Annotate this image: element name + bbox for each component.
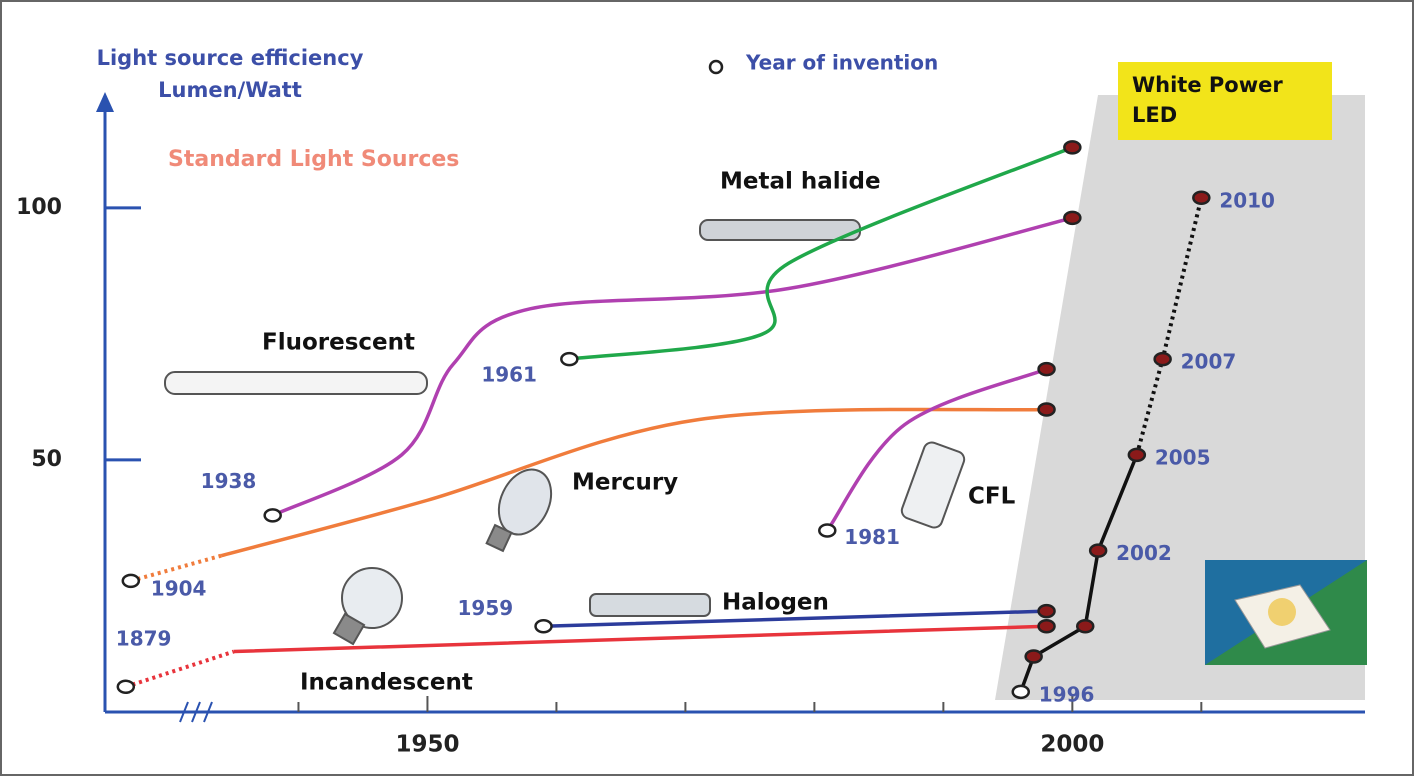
point-marker xyxy=(1024,649,1043,664)
series-name: Fluorescent xyxy=(262,330,415,356)
mercury-base xyxy=(485,523,513,553)
incandescent-base xyxy=(332,612,366,646)
year-label: 2007 xyxy=(1181,350,1237,374)
series-name: Mercury xyxy=(572,470,678,496)
incandescent-icon xyxy=(341,567,403,629)
led-region xyxy=(995,95,1365,700)
led-photo xyxy=(1205,560,1367,665)
point-marker xyxy=(1037,603,1056,619)
series-line xyxy=(271,216,1073,517)
legend-label: Year of invention xyxy=(745,51,938,75)
point-marker xyxy=(818,523,837,538)
point-marker xyxy=(1037,619,1056,634)
halogen-icon xyxy=(589,593,711,617)
series-name: Halogen xyxy=(722,590,829,616)
year-label: 1938 xyxy=(201,469,257,493)
series-line xyxy=(825,367,1048,532)
year-label: 2010 xyxy=(1219,188,1275,212)
series-name: Incandescent xyxy=(300,670,473,696)
point-marker xyxy=(560,351,579,367)
year-label: 2005 xyxy=(1155,445,1211,469)
metal-halide-icon xyxy=(699,219,861,241)
x-tick-label: 2000 xyxy=(1040,732,1104,758)
year-label: 1959 xyxy=(458,596,514,620)
point-marker xyxy=(1127,447,1147,463)
series-line xyxy=(569,145,1074,361)
cfl-icon xyxy=(900,441,966,529)
series-line xyxy=(220,407,1047,558)
point-marker xyxy=(263,508,282,523)
led-lens xyxy=(1268,598,1296,626)
series-name: CFL xyxy=(968,484,1016,510)
x-tick-label: 1950 xyxy=(395,732,459,758)
led-label: White Power LED xyxy=(1118,62,1332,140)
point-marker xyxy=(1063,140,1082,155)
fluorescent-icon xyxy=(164,371,428,395)
y-tick-label: 100 xyxy=(16,195,62,220)
point-marker xyxy=(1037,402,1056,417)
year-label: 1961 xyxy=(481,363,537,387)
point-marker xyxy=(116,679,136,695)
point-marker xyxy=(1153,351,1172,367)
axis-break xyxy=(179,701,213,723)
year-label: 1996 xyxy=(1039,682,1095,706)
year-label: 1981 xyxy=(844,525,900,549)
year-label: 1904 xyxy=(151,576,207,600)
point-marker xyxy=(1075,619,1095,634)
y-axis-arrow xyxy=(96,92,114,112)
series-line xyxy=(543,609,1047,629)
point-marker xyxy=(1088,543,1108,558)
legend-marker xyxy=(708,59,724,75)
point-marker xyxy=(1192,190,1211,205)
annotation: Standard Light Sources xyxy=(168,147,459,172)
point-marker xyxy=(1037,361,1056,377)
series-name: Metal halide xyxy=(720,169,881,195)
point-marker xyxy=(534,619,553,634)
year-label: 1879 xyxy=(116,626,172,650)
y-tick-label: 50 xyxy=(31,447,62,472)
point-marker xyxy=(1011,684,1031,700)
year-label: 2002 xyxy=(1116,541,1172,565)
point-marker xyxy=(121,573,141,589)
y-axis-title: Light source efficiency Lumen/Watt xyxy=(96,46,364,102)
series-line xyxy=(233,624,1047,654)
point-marker xyxy=(1063,210,1082,226)
